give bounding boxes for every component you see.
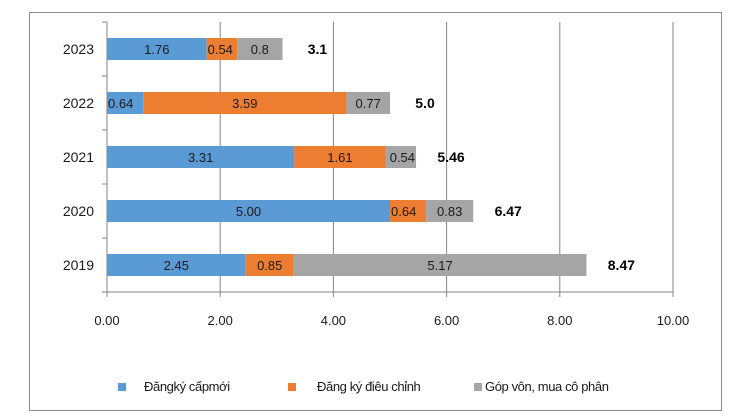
legend-item-adjusted-registration: Đăng ký điêu chỉnh	[288, 377, 421, 397]
legend-swatch-blue	[118, 383, 126, 391]
bar-segment	[385, 146, 417, 168]
bar-segment	[293, 254, 587, 276]
data-label: 5.17	[427, 258, 452, 273]
x-tick-label: 2.00	[208, 313, 233, 328]
legend-label: Góp vôn, mua cô phân	[485, 379, 609, 394]
data-label: 5.00	[236, 204, 261, 219]
legend: Đăngký cấpmới Đăng ký điêu chỉnh Góp vôn…	[0, 377, 756, 397]
data-label: 0.8	[251, 42, 269, 57]
bar-segment	[390, 200, 427, 222]
chart-frame	[29, 12, 722, 411]
x-tick-label: 4.00	[321, 313, 346, 328]
y-category-label: 2023	[63, 41, 94, 57]
bar-segment	[237, 38, 283, 60]
data-labels: 1.76 0.54 0.8 3.1 0.64 3.59 0.77 5.0 3.31 1.61 0.5…	[108, 41, 635, 273]
data-label: 2.45	[164, 258, 189, 273]
y-category-label: 2022	[63, 95, 94, 111]
bars	[107, 38, 587, 276]
x-tick-label: 6.00	[434, 313, 459, 328]
bar-segment	[107, 254, 246, 276]
bar-segment	[206, 38, 238, 60]
data-label: 0.83	[437, 204, 462, 219]
total-label: 6.47	[495, 203, 522, 219]
data-label: 1.76	[144, 42, 169, 57]
bar-segment	[107, 146, 295, 168]
bar-segment	[107, 200, 390, 222]
data-label: 0.77	[356, 96, 381, 111]
x-tick-label: 8.00	[547, 313, 572, 328]
legend-swatch-gray	[474, 383, 482, 391]
axes: 0.00 2.00 4.00 6.00 8.00 10.00 2023 2022 2021 202…	[63, 21, 690, 328]
data-label: 1.61	[327, 150, 352, 165]
total-label: 5.0	[415, 95, 435, 111]
bar-segment	[107, 38, 207, 60]
y-category-label: 2021	[63, 149, 94, 165]
gridlines	[219, 22, 674, 292]
y-category-label: 2019	[63, 257, 94, 273]
legend-label: Đăng ký điêu chỉnh	[317, 379, 421, 394]
bar-segment	[143, 92, 347, 114]
data-label: 0.64	[108, 96, 133, 111]
total-label: 5.46	[437, 149, 464, 165]
bar-segment	[426, 200, 474, 222]
data-label: 3.59	[232, 96, 257, 111]
legend-label: Đăngký cấpmới	[144, 379, 230, 394]
bar-segment	[346, 92, 390, 114]
x-tick-label: 10.00	[657, 313, 690, 328]
data-label: 0.64	[391, 204, 416, 219]
total-label: 8.47	[608, 257, 635, 273]
bar-segment	[107, 92, 144, 114]
data-label: 3.31	[188, 150, 213, 165]
x-tick-label: 0.00	[94, 313, 119, 328]
legend-swatch-orange	[288, 383, 296, 391]
bar-segment	[294, 146, 386, 168]
legend-item-capital-contribution: Góp vôn, mua cô phân	[474, 377, 609, 397]
data-label: 0.54	[390, 150, 415, 165]
legend-item-new-registration: Đăngký cấpmới	[118, 377, 230, 397]
data-label: 0.54	[208, 42, 233, 57]
total-label: 3.1	[308, 41, 328, 57]
y-category-label: 2020	[63, 203, 94, 219]
data-label: 0.85	[257, 258, 282, 273]
bar-segment	[245, 254, 294, 276]
